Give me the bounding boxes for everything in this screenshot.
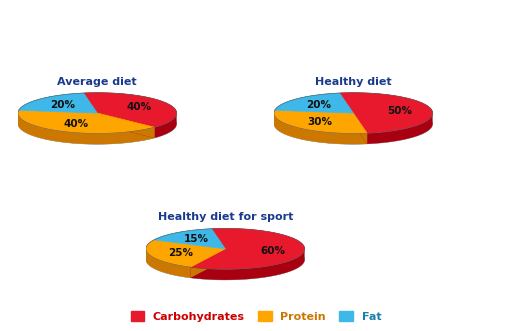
Text: 15%: 15% [184,234,209,244]
Polygon shape [97,113,154,138]
Polygon shape [18,113,154,144]
Polygon shape [190,228,305,269]
Polygon shape [97,113,154,138]
Polygon shape [83,93,177,127]
Text: 30%: 30% [308,117,333,127]
Text: 20%: 20% [51,100,76,110]
Text: Healthy diet for sport: Healthy diet for sport [158,212,293,222]
Polygon shape [146,240,225,267]
Polygon shape [353,113,367,144]
Polygon shape [190,249,225,278]
Polygon shape [190,249,225,278]
Polygon shape [274,110,367,133]
Polygon shape [18,110,154,133]
Text: 25%: 25% [168,248,193,258]
Text: Healthy diet: Healthy diet [315,76,392,87]
Text: 40%: 40% [127,102,152,112]
Polygon shape [19,93,97,113]
Text: Average diet: Average diet [57,76,137,87]
Polygon shape [275,93,353,113]
Polygon shape [367,114,433,144]
Polygon shape [154,113,177,138]
Polygon shape [146,249,190,278]
Text: 60%: 60% [260,246,285,256]
Polygon shape [190,249,305,280]
Text: 40%: 40% [64,119,89,129]
Legend: Carbohydrates, Protein, Fat: Carbohydrates, Protein, Fat [127,308,385,325]
Polygon shape [353,113,367,144]
Polygon shape [274,113,367,144]
Polygon shape [339,93,433,133]
Text: 20%: 20% [307,100,332,110]
Text: 50%: 50% [388,106,413,116]
Polygon shape [154,229,225,249]
